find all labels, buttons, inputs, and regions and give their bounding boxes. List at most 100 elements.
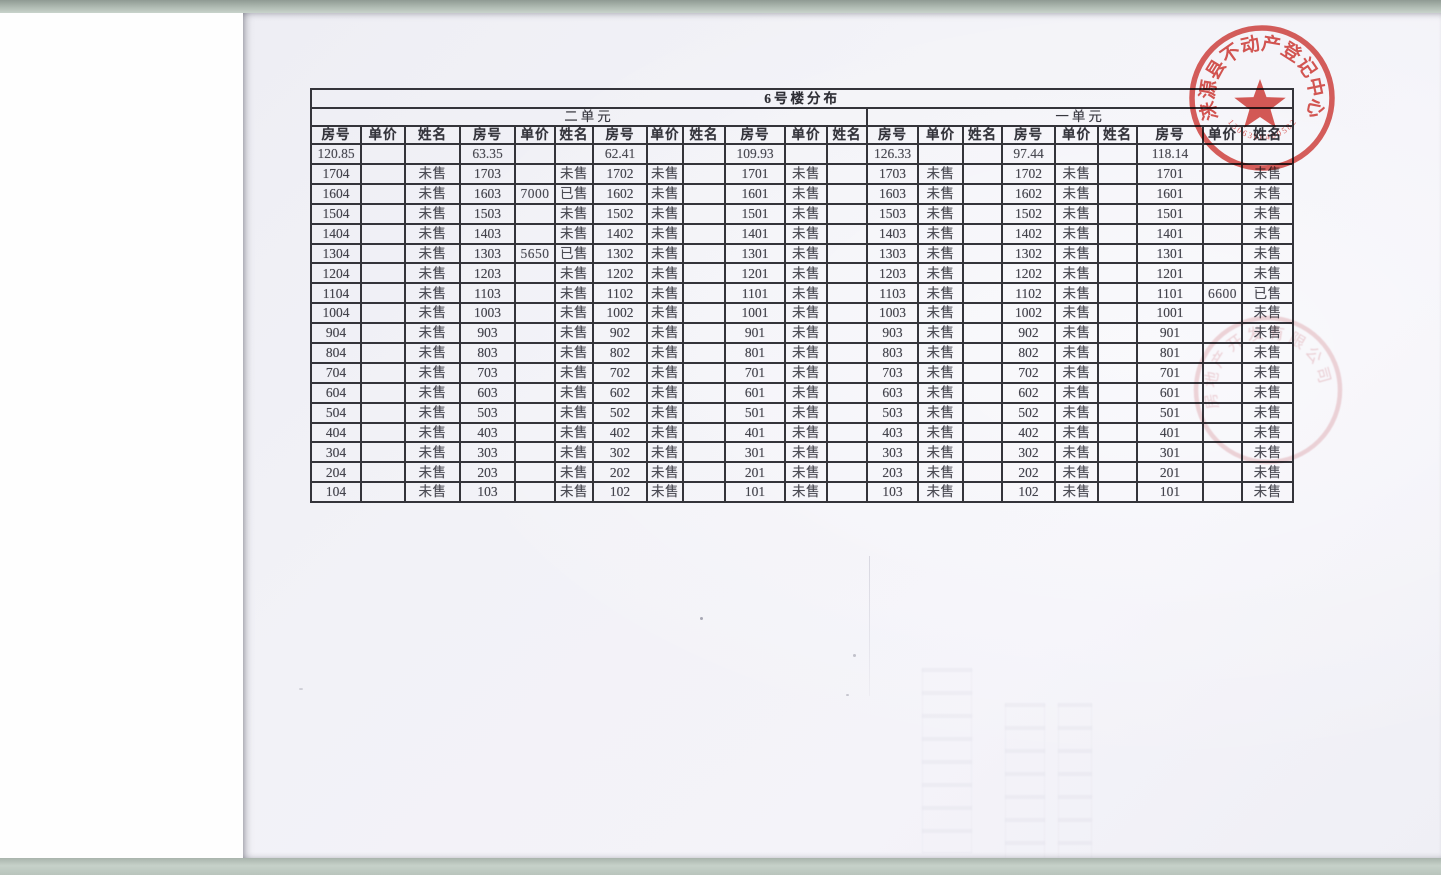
column-header: 单价 [360, 125, 406, 145]
name-cell [682, 381, 726, 404]
price-cell: 未售 [784, 361, 828, 384]
room-number-cell: 202 [1001, 461, 1056, 484]
room-number-cell: 803 [459, 342, 516, 364]
price-cell: 未售 [646, 222, 684, 245]
price-cell: 未售 [646, 282, 684, 305]
room-number-cell: 102 [592, 481, 648, 504]
price-cell [360, 421, 406, 444]
price-cell [360, 182, 406, 205]
price-cell [360, 342, 406, 364]
room-number-cell: 203 [866, 461, 919, 484]
room-number-cell: 603 [866, 381, 919, 404]
empty-cell [784, 143, 828, 165]
price-cell: 未售 [1054, 182, 1099, 205]
room-number-cell: 1602 [1001, 182, 1056, 205]
price-cell [1202, 302, 1243, 325]
name-cell [682, 302, 726, 325]
price-cell: 未售 [646, 242, 684, 265]
room-number-cell: 903 [459, 322, 516, 345]
name-cell: 未售 [554, 421, 594, 444]
price-cell: 未售 [917, 342, 964, 364]
price-cell [514, 222, 556, 245]
name-cell [1097, 322, 1138, 345]
price-cell: 未售 [646, 401, 684, 424]
empty-cell [404, 143, 461, 165]
name-cell: 未售 [554, 302, 594, 325]
name-cell: 未售 [404, 163, 461, 185]
room-number-cell: 1304 [310, 242, 362, 265]
room-number-cell: 1403 [866, 222, 919, 245]
price-cell: 未售 [917, 282, 964, 305]
empty-cell [1097, 143, 1138, 165]
room-number-cell: 1102 [592, 282, 648, 305]
price-cell [514, 461, 556, 484]
name-cell: 未售 [404, 381, 461, 404]
name-cell: 未售 [404, 222, 461, 245]
empty-cell [360, 143, 406, 165]
price-cell: 未售 [1054, 242, 1099, 265]
room-number-cell: 1604 [310, 182, 362, 205]
price-cell: 未售 [1054, 401, 1099, 424]
price-cell [360, 441, 406, 464]
name-cell: 未售 [554, 222, 594, 245]
room-number-cell: 1402 [592, 222, 648, 245]
unit-header-unit2: 二单元 [310, 107, 868, 127]
price-cell: 未售 [917, 222, 964, 245]
name-cell: 未售 [554, 322, 594, 345]
name-cell [682, 342, 726, 364]
name-cell: 已售 [1240, 282, 1295, 305]
room-number-cell: 1201 [724, 262, 786, 285]
price-cell [360, 401, 406, 424]
name-cell [682, 262, 726, 285]
room-number-cell: 402 [592, 421, 648, 444]
price-cell: 未售 [917, 242, 964, 265]
column-header: 房号 [592, 125, 648, 145]
room-number-cell: 703 [866, 361, 919, 384]
room-number-cell: 104 [310, 481, 362, 504]
price-cell: 未售 [1054, 262, 1099, 285]
name-cell: 未售 [1240, 163, 1295, 185]
column-header: 单价 [1202, 125, 1243, 145]
column-header: 房号 [310, 125, 362, 145]
price-cell: 未售 [784, 282, 828, 305]
room-number-cell: 1201 [1136, 262, 1204, 285]
price-cell [360, 481, 406, 504]
price-cell: 未售 [1054, 441, 1099, 464]
column-header: 房号 [724, 125, 786, 145]
name-cell: 已售 [554, 242, 594, 265]
name-cell: 未售 [404, 441, 461, 464]
name-cell [962, 302, 1003, 325]
name-cell [826, 302, 868, 325]
column-header: 房号 [1001, 125, 1056, 145]
name-cell: 未售 [404, 421, 461, 444]
room-number-cell: 502 [1001, 401, 1056, 424]
room-number-cell: 901 [724, 322, 786, 345]
name-cell [826, 441, 868, 464]
name-cell [962, 441, 1003, 464]
price-cell: 未售 [784, 163, 828, 185]
name-cell [682, 282, 726, 305]
price-cell [360, 262, 406, 285]
price-cell: 未售 [1054, 461, 1099, 484]
name-cell [682, 242, 726, 265]
room-number-cell: 1301 [1136, 242, 1204, 265]
room-number-cell: 903 [866, 322, 919, 345]
name-cell [962, 401, 1003, 424]
room-number-cell: 901 [1136, 322, 1204, 345]
room-number-cell: 302 [1001, 441, 1056, 464]
room-number-cell: 1202 [592, 262, 648, 285]
price-cell: 未售 [646, 481, 684, 504]
room-number-cell: 602 [592, 381, 648, 404]
column-header: 姓名 [404, 125, 461, 145]
price-cell: 未售 [917, 163, 964, 185]
price-cell [1202, 421, 1243, 444]
room-number-cell: 1101 [1136, 282, 1204, 305]
price-cell: 未售 [917, 481, 964, 504]
price-cell: 6600 [1202, 282, 1243, 305]
scanner-edge-top [0, 0, 1441, 13]
room-number-cell: 503 [866, 401, 919, 424]
name-cell: 未售 [554, 461, 594, 484]
room-number-cell: 304 [310, 441, 362, 464]
room-number-cell: 1003 [459, 302, 516, 325]
room-number-cell: 602 [1001, 381, 1056, 404]
